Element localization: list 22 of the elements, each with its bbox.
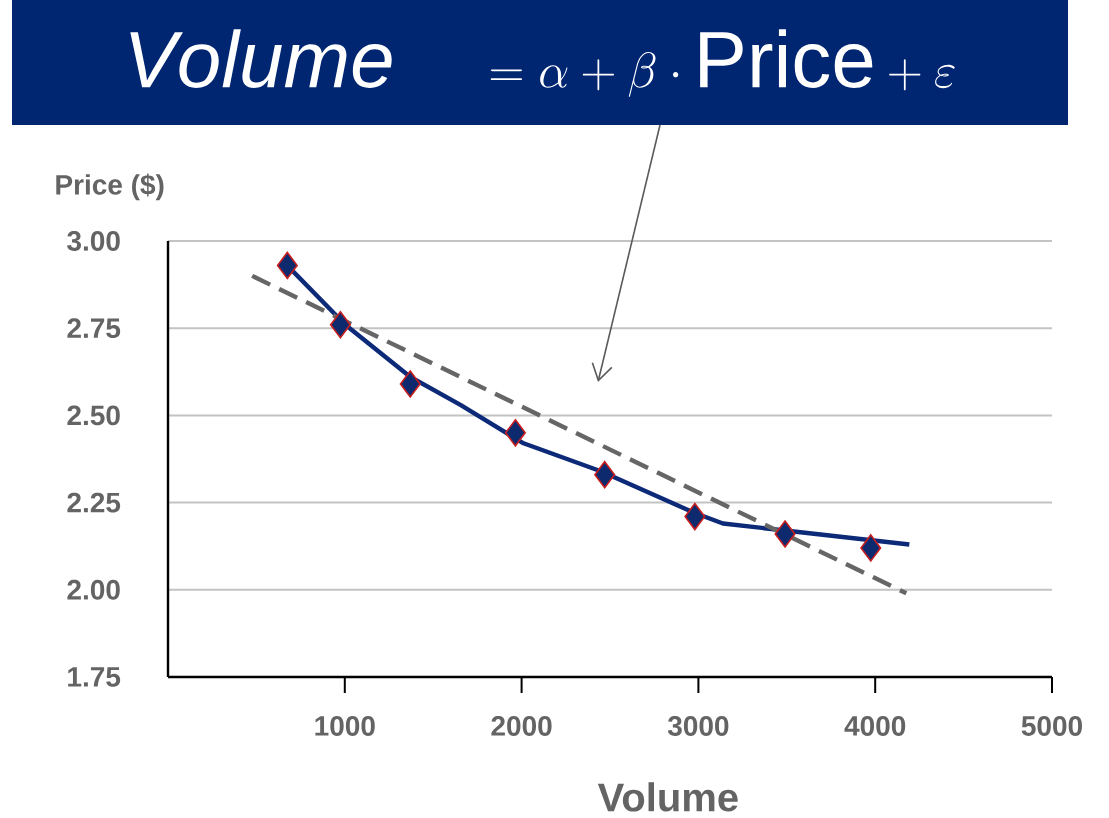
y-tick-label: 2.00 [67, 579, 120, 600]
y-tick-label: 2.50 [67, 405, 120, 426]
y-axis-title: Price ($) [56, 173, 164, 201]
point [399, 370, 421, 398]
point [684, 502, 706, 531]
point [860, 534, 882, 562]
x-tick-label: 5000 [1021, 715, 1082, 736]
x-tick-label: 2000 [491, 715, 552, 736]
x-tick-label: 1000 [315, 715, 375, 736]
x-tick-label: 3000 [667, 715, 729, 736]
x-tick-label: 4000 [844, 715, 906, 736]
point [329, 310, 351, 339]
x-axis-title: Volume [597, 782, 738, 812]
chart-title: $\mathit{Volume}\quad = \alpha + \beta\cdot \mathrm{Price} + \varepsilon$ [130, 29, 955, 97]
point [276, 251, 298, 280]
point [774, 520, 796, 548]
point [504, 418, 526, 447]
y-tick-label: 1.75 [68, 667, 121, 687]
y-tick-label: 2.25 [67, 492, 121, 513]
y-tick-label: 2.75 [67, 318, 121, 338]
y-tick-label: 3.00 [67, 230, 120, 251]
point [594, 460, 616, 489]
